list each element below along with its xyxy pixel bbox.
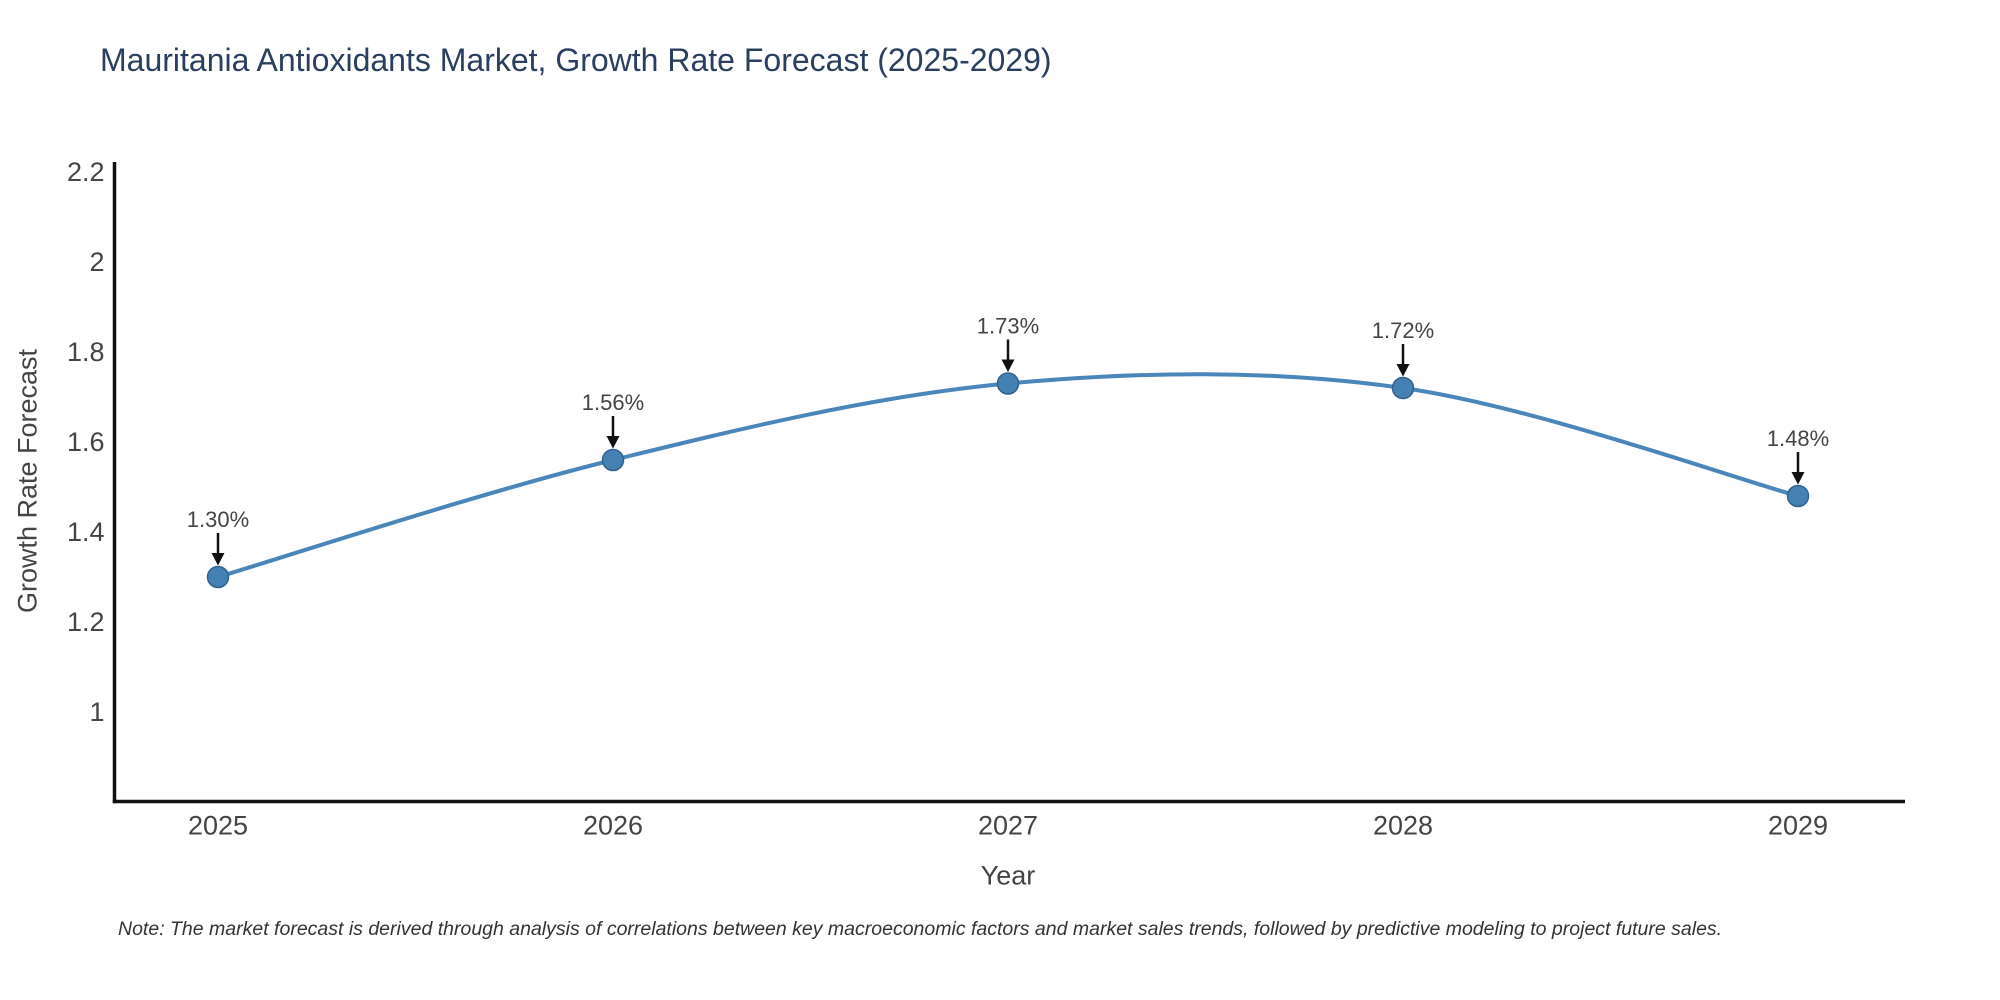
annotation-arrowhead-icon: [211, 553, 225, 566]
data-point-label: 1.56%: [582, 390, 644, 415]
data-point-marker[interactable]: [996, 372, 1020, 395]
y-tick-label: 2: [89, 247, 104, 277]
x-tick-label: 2029: [1768, 811, 1828, 841]
data-point-label: 1.48%: [1767, 426, 1829, 451]
x-axis-title: Year: [980, 860, 1036, 891]
data-point-label: 1.30%: [187, 507, 249, 532]
x-tick-label: 2028: [1373, 811, 1433, 841]
y-tick-label: 1.4: [67, 517, 105, 547]
annotation-arrowhead-icon: [1791, 472, 1805, 485]
y-tick-label: 2.2: [67, 157, 105, 187]
x-tick-label: 2027: [978, 811, 1038, 841]
y-tick-label: 1.8: [67, 337, 105, 367]
line-series: [216, 372, 1800, 579]
x-tick-label: 2026: [583, 811, 643, 841]
annotation-arrowhead-icon: [606, 436, 620, 449]
y-tick-label: 1.6: [67, 427, 105, 457]
y-tick-label: 1: [89, 697, 104, 727]
y-axis-title: Growth Rate Forecast: [12, 348, 43, 614]
data-point-marker[interactable]: [601, 448, 625, 472]
data-point-marker[interactable]: [1786, 484, 1810, 508]
data-point-marker[interactable]: [1391, 376, 1415, 400]
data-point-label: 1.72%: [1372, 318, 1434, 343]
data-point-marker[interactable]: [206, 565, 230, 589]
chart-note: Note: The market forecast is derived thr…: [118, 918, 1723, 940]
annotation-arrowhead-icon: [1001, 359, 1015, 372]
x-tick-label: 2025: [188, 811, 248, 841]
y-tick-label: 1.2: [67, 607, 105, 637]
data-point-label: 1.73%: [977, 314, 1039, 339]
chart-title: Mauritania Antioxidants Market, Growth R…: [100, 42, 1052, 78]
annotation-arrowhead-icon: [1396, 364, 1410, 377]
